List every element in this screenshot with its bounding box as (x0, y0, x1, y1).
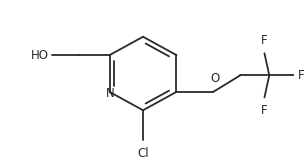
Text: N: N (106, 87, 115, 100)
Text: Cl: Cl (137, 147, 149, 160)
Text: HO: HO (31, 49, 49, 62)
Text: F: F (261, 34, 268, 47)
Text: O: O (211, 72, 220, 85)
Text: F: F (261, 104, 268, 117)
Text: F: F (298, 69, 304, 82)
